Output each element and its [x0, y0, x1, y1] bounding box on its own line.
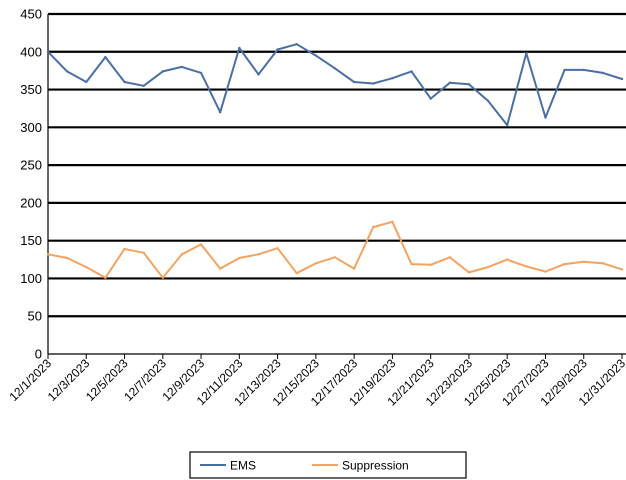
- data-point-suppression: [180, 253, 184, 256]
- data-point-suppression: [410, 262, 413, 266]
- data-point-suppression: [352, 267, 356, 270]
- data-point-suppression: [525, 265, 528, 268]
- data-point-suppression: [544, 270, 547, 273]
- data-point-ems: [544, 116, 547, 119]
- series-line-ems: [47, 43, 623, 127]
- data-point-suppression: [372, 225, 375, 229]
- data-point-ems: [123, 80, 126, 84]
- data-point-ems: [582, 68, 585, 72]
- data-point-ems: [563, 68, 566, 72]
- data-point-ems: [219, 111, 222, 114]
- data-point-ems: [257, 73, 260, 76]
- data-point-suppression: [199, 243, 203, 246]
- data-point-suppression: [448, 256, 451, 259]
- data-point-suppression: [219, 267, 222, 270]
- data-point-ems: [180, 65, 184, 69]
- data-point-suppression: [276, 247, 279, 250]
- data-point-suppression: [161, 276, 164, 279]
- data-point-ems: [429, 97, 432, 100]
- data-point-suppression: [104, 276, 107, 279]
- y-tick-label: 200: [20, 195, 42, 210]
- data-point-suppression: [123, 247, 126, 251]
- data-point-ems: [85, 80, 88, 84]
- y-tick-label: 100: [20, 271, 42, 286]
- data-point-ems: [620, 77, 624, 81]
- data-point-suppression: [314, 262, 318, 265]
- series-layer: [46, 43, 624, 279]
- data-point-ems: [104, 55, 107, 59]
- y-tick-label: 50: [28, 309, 42, 324]
- data-point-suppression: [506, 258, 509, 261]
- data-point-ems: [372, 82, 375, 85]
- y-tick-label: 250: [20, 158, 42, 173]
- data-point-ems: [199, 71, 203, 75]
- series-line-suppression: [47, 220, 623, 279]
- data-point-ems: [161, 70, 164, 73]
- data-point-suppression: [467, 271, 471, 274]
- axis-layer: 05010015020025030035040045012/1/202312/3…: [6, 7, 626, 409]
- data-point-ems: [448, 81, 451, 84]
- data-point-ems: [314, 54, 318, 57]
- data-point-ems: [525, 52, 528, 55]
- data-point-suppression: [601, 262, 605, 265]
- data-point-suppression: [295, 271, 298, 275]
- data-point-ems: [65, 70, 69, 73]
- data-point-suppression: [429, 263, 432, 267]
- data-point-suppression: [85, 265, 88, 269]
- data-point-suppression: [46, 253, 50, 256]
- data-point-ems: [276, 48, 279, 51]
- data-point-suppression: [142, 251, 145, 254]
- data-point-suppression: [486, 265, 490, 269]
- data-point-suppression: [65, 256, 69, 260]
- data-point-suppression: [391, 220, 394, 223]
- data-point-ems: [238, 46, 241, 50]
- data-point-ems: [410, 70, 413, 73]
- data-point-ems: [142, 84, 145, 87]
- data-point-ems: [486, 99, 490, 103]
- y-tick-label: 350: [20, 82, 42, 97]
- data-point-ems: [467, 83, 471, 86]
- legend: EMS Suppression: [189, 451, 467, 479]
- grid-layer: [48, 12, 626, 355]
- legend-label-suppression: Suppression: [342, 459, 409, 473]
- data-point-ems: [295, 43, 298, 46]
- data-point-suppression: [582, 260, 585, 264]
- data-point-suppression: [257, 253, 260, 256]
- y-tick-label: 450: [20, 7, 42, 22]
- data-point-suppression: [563, 262, 566, 266]
- data-point-suppression: [238, 256, 241, 260]
- data-point-ems: [506, 123, 509, 127]
- y-tick-label: 0: [35, 347, 42, 362]
- y-tick-label: 150: [20, 233, 42, 248]
- data-point-ems: [391, 77, 394, 80]
- y-tick-label: 300: [20, 120, 42, 135]
- legend-label-ems: EMS: [230, 459, 256, 473]
- data-point-ems: [601, 71, 605, 75]
- data-point-suppression: [620, 268, 624, 271]
- data-point-ems: [46, 50, 50, 53]
- data-point-ems: [352, 80, 356, 84]
- data-point-suppression: [333, 256, 337, 259]
- y-tick-label: 400: [20, 44, 42, 59]
- data-point-ems: [333, 67, 337, 70]
